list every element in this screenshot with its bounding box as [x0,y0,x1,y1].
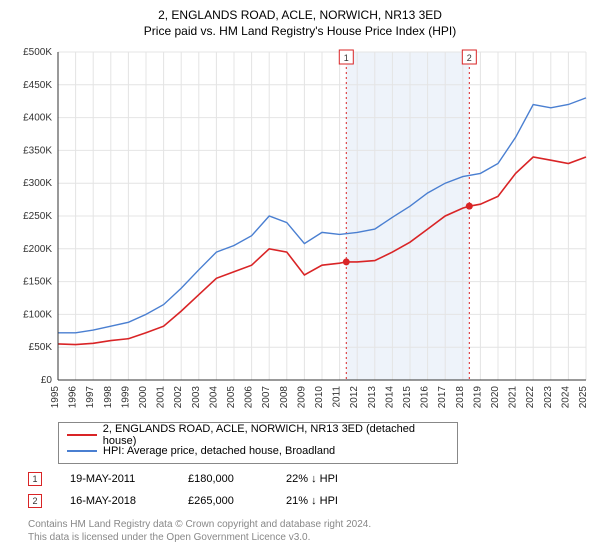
svg-text:2001: 2001 [156,386,167,409]
svg-text:2010: 2010 [314,386,325,409]
svg-text:£150K: £150K [23,277,52,288]
svg-text:2006: 2006 [244,386,255,409]
svg-text:£250K: £250K [23,211,52,222]
legend-label: HPI: Average price, detached house, Broa… [103,445,335,457]
legend-swatch [67,450,97,452]
sale-date: 19-MAY-2011 [70,473,160,485]
legend-row: 2, ENGLANDS ROAD, ACLE, NORWICH, NR13 3E… [67,427,449,443]
svg-text:£100K: £100K [23,309,52,320]
svg-text:1997: 1997 [85,386,96,409]
svg-text:£500K: £500K [23,47,52,58]
svg-text:2024: 2024 [560,386,571,409]
svg-text:£200K: £200K [23,244,52,255]
svg-text:2016: 2016 [420,386,431,409]
svg-text:£450K: £450K [23,80,52,91]
svg-text:2008: 2008 [279,386,290,409]
svg-text:2017: 2017 [437,386,448,409]
sale-row: 2 16-MAY-2018 £265,000 21% ↓ HPI [28,490,590,512]
sale-delta: 22% ↓ HPI [286,473,376,485]
svg-text:2025: 2025 [578,386,589,409]
page-title: 2, ENGLANDS ROAD, ACLE, NORWICH, NR13 3E… [10,8,590,22]
svg-text:£300K: £300K [23,178,52,189]
sale-marker: 2 [28,494,42,508]
svg-text:1995: 1995 [50,386,61,409]
svg-text:2015: 2015 [402,386,413,409]
svg-text:£0: £0 [41,375,53,386]
svg-text:2: 2 [467,53,472,63]
svg-text:£400K: £400K [23,113,52,124]
svg-text:2007: 2007 [261,386,272,409]
svg-text:1996: 1996 [68,386,79,409]
svg-text:2019: 2019 [472,386,483,409]
sale-row: 1 19-MAY-2011 £180,000 22% ↓ HPI [28,468,590,490]
svg-text:2014: 2014 [384,386,395,409]
legend-label: 2, ENGLANDS ROAD, ACLE, NORWICH, NR13 3E… [103,423,449,447]
footnote: Contains HM Land Registry data © Crown c… [28,518,590,544]
svg-text:2004: 2004 [208,386,219,409]
svg-text:2013: 2013 [367,386,378,409]
svg-text:2012: 2012 [349,386,360,409]
footnote-line: This data is licensed under the Open Gov… [28,531,590,544]
footnote-line: Contains HM Land Registry data © Crown c… [28,518,590,531]
sale-date: 16-MAY-2018 [70,495,160,507]
svg-text:1: 1 [344,53,349,63]
svg-text:2023: 2023 [543,386,554,409]
svg-text:1998: 1998 [103,386,114,409]
svg-text:2003: 2003 [191,386,202,409]
sales-table: 1 19-MAY-2011 £180,000 22% ↓ HPI 2 16-MAY-201… [28,468,590,512]
svg-text:2005: 2005 [226,386,237,409]
legend-swatch [67,434,97,436]
svg-text:2022: 2022 [525,386,536,409]
svg-text:2021: 2021 [508,386,519,409]
svg-text:2020: 2020 [490,386,501,409]
svg-text:1999: 1999 [120,386,131,409]
sale-delta: 21% ↓ HPI [286,495,376,507]
page-subtitle: Price paid vs. HM Land Registry's House … [10,24,590,38]
svg-text:£350K: £350K [23,145,52,156]
sale-marker: 1 [28,472,42,486]
sale-price: £265,000 [188,495,258,507]
svg-text:£50K: £50K [29,342,53,353]
svg-text:2000: 2000 [138,386,149,409]
sale-price: £180,000 [188,473,258,485]
chart: £0 £50K £100K £150K £200K £250K £300K £350K £400… [10,46,590,416]
chart-svg: £0 £50K £100K £150K £200K £250K £300K £350K £400… [10,46,590,416]
legend: 2, ENGLANDS ROAD, ACLE, NORWICH, NR13 3E… [58,422,458,464]
svg-text:2009: 2009 [296,386,307,409]
svg-text:2018: 2018 [455,386,466,409]
svg-text:2002: 2002 [173,386,184,409]
svg-text:2011: 2011 [332,386,343,408]
